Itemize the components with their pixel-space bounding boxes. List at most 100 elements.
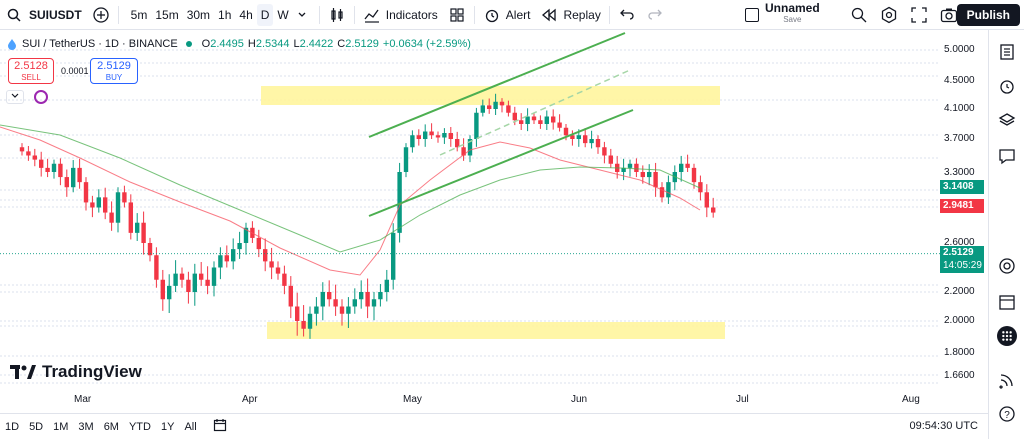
candle-body bbox=[711, 207, 716, 213]
candle-body bbox=[320, 292, 325, 307]
candle-body bbox=[263, 249, 268, 262]
quick-search-icon[interactable] bbox=[850, 6, 868, 27]
symbol-search[interactable]: SUIUSDT bbox=[0, 0, 87, 30]
apps-grid-icon[interactable] bbox=[997, 326, 1017, 346]
range-5d[interactable]: 5D bbox=[29, 420, 44, 433]
compare-button[interactable] bbox=[87, 0, 115, 30]
chevron-down-icon[interactable] bbox=[293, 6, 311, 24]
candle-body bbox=[551, 116, 556, 123]
indicator-toggle-icon[interactable] bbox=[34, 90, 48, 104]
candle-body bbox=[71, 167, 76, 188]
market-status-icon bbox=[185, 41, 192, 47]
price-scale[interactable]: 5.0000 4.5000 4.1000 3.7000 3.3000 2.600… bbox=[940, 30, 988, 413]
candle-body bbox=[461, 147, 466, 156]
settings-icon[interactable] bbox=[880, 6, 898, 27]
utc-clock[interactable]: 09:54:30 UTC bbox=[909, 420, 978, 432]
candle-body bbox=[634, 163, 639, 172]
timeframe-30m[interactable]: 30m bbox=[186, 7, 211, 22]
candle-body bbox=[237, 243, 242, 250]
candle-body bbox=[141, 222, 146, 243]
publish-button[interactable]: Publish bbox=[956, 4, 1020, 26]
price-chart[interactable] bbox=[0, 30, 940, 413]
alert-button[interactable]: Alert bbox=[478, 0, 536, 30]
candles-icon bbox=[328, 6, 346, 24]
brand-name: TradingView bbox=[42, 362, 142, 381]
low-value: 2.4422 bbox=[299, 38, 334, 50]
layouts-button[interactable] bbox=[443, 0, 471, 30]
range-ytd[interactable]: YTD bbox=[128, 420, 151, 433]
timeframe-5m[interactable]: 5m bbox=[130, 7, 148, 22]
candle-body bbox=[448, 133, 453, 139]
candle-body bbox=[627, 163, 633, 168]
layers-icon[interactable] bbox=[997, 110, 1017, 130]
grid-icon bbox=[448, 6, 466, 24]
range-all[interactable]: All bbox=[184, 420, 197, 433]
calendar-icon[interactable] bbox=[997, 292, 1017, 312]
sell-button[interactable]: 2.5128 SELL bbox=[8, 58, 54, 84]
redo-button[interactable] bbox=[641, 0, 669, 30]
layout-checkbox-icon[interactable] bbox=[745, 8, 759, 22]
timeframe-15m[interactable]: 15m bbox=[155, 7, 179, 22]
candle-body bbox=[570, 135, 575, 139]
indicators-icon bbox=[363, 6, 381, 24]
signal-icon[interactable] bbox=[997, 370, 1017, 390]
time-axis[interactable]: Mar Apr May Jun Jul Aug bbox=[0, 390, 940, 410]
candle-body bbox=[435, 135, 441, 138]
range-1d[interactable]: 1D bbox=[5, 420, 20, 433]
candle-body bbox=[653, 172, 658, 188]
divider bbox=[353, 5, 355, 24]
range-3m[interactable]: 3M bbox=[78, 420, 94, 433]
layout-name-button[interactable]: Unnamed Save bbox=[765, 2, 820, 25]
timeframe-1h[interactable]: 1h bbox=[218, 7, 232, 22]
ma-slow-label: 3.1408 bbox=[940, 180, 984, 194]
range-6m[interactable]: 6M bbox=[103, 420, 119, 433]
symbol-name: SUIUSDT bbox=[29, 7, 82, 22]
range-1y[interactable]: 1Y bbox=[160, 420, 175, 433]
camera-icon[interactable] bbox=[940, 6, 958, 27]
chat-icon[interactable] bbox=[997, 146, 1017, 166]
candle-body bbox=[32, 155, 37, 160]
last-price: 2.5129 bbox=[943, 247, 974, 258]
candle-body bbox=[122, 192, 127, 203]
candle-body bbox=[64, 177, 69, 188]
ma-fast-label: 2.9481 bbox=[940, 199, 984, 213]
candle-body bbox=[519, 120, 524, 124]
fullscreen-icon[interactable] bbox=[910, 6, 928, 27]
rewind-icon bbox=[540, 6, 558, 24]
help-icon[interactable]: ? bbox=[997, 404, 1017, 424]
sell-price: 2.5128 bbox=[14, 60, 48, 72]
timeframe-4h[interactable]: 4h bbox=[239, 7, 253, 22]
candle-body bbox=[576, 135, 581, 139]
range-1m[interactable]: 1M bbox=[53, 420, 69, 433]
price-tick: 2.6000 bbox=[944, 237, 975, 248]
candle-body bbox=[205, 279, 210, 286]
alerts-clock-icon[interactable] bbox=[997, 76, 1017, 96]
undo-button[interactable] bbox=[613, 0, 641, 30]
candle-body bbox=[698, 182, 703, 193]
timeframe-group: 5m 15m 30m 1h 4h D W bbox=[122, 0, 316, 30]
timeframe-w[interactable]: W bbox=[277, 7, 289, 22]
candle-body bbox=[525, 116, 530, 124]
time-tick: Mar bbox=[74, 394, 92, 405]
candle-body bbox=[307, 313, 313, 329]
buy-label: BUY bbox=[105, 73, 123, 82]
collapse-legend-button[interactable] bbox=[6, 90, 24, 104]
date-range-icon[interactable] bbox=[208, 418, 232, 435]
chart-pane[interactable] bbox=[0, 30, 940, 413]
target-icon[interactable] bbox=[997, 256, 1017, 276]
candle-body bbox=[455, 139, 460, 148]
chevron-down-icon bbox=[11, 93, 19, 98]
candle-body bbox=[295, 306, 300, 321]
sell-label: SELL bbox=[21, 73, 41, 82]
replay-button[interactable]: Replay bbox=[535, 0, 605, 30]
candle-body bbox=[359, 292, 364, 300]
candle-body bbox=[115, 192, 121, 223]
timeframe-d[interactable]: D bbox=[256, 3, 274, 26]
watchlist-icon[interactable] bbox=[997, 42, 1017, 62]
candle-body bbox=[391, 232, 396, 280]
chart-type-button[interactable] bbox=[323, 0, 351, 30]
candle-body bbox=[39, 159, 44, 168]
candle-body bbox=[83, 182, 89, 203]
buy-button[interactable]: 2.5129 BUY bbox=[90, 58, 138, 84]
indicators-button[interactable]: Indicators bbox=[358, 0, 443, 30]
